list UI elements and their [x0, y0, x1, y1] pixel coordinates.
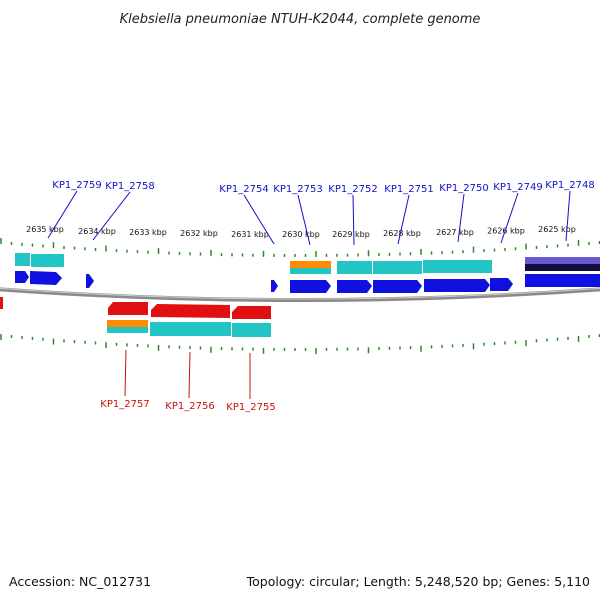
kbp-tick-label: 2630 kbp — [282, 230, 320, 239]
forward-strand-track — [15, 253, 600, 293]
kbp-tick-label: 2625 kbp — [538, 225, 576, 234]
cds-block[interactable] — [423, 260, 492, 273]
label-leader-line — [47, 190, 78, 239]
reverse-strand-track — [0, 297, 271, 337]
rna-block[interactable] — [107, 320, 148, 327]
gene-block-forward[interactable] — [525, 274, 600, 287]
cds-block[interactable] — [15, 253, 30, 266]
gene-label-kp1-2756[interactable]: KP1_2756 — [165, 401, 214, 412]
kbp-tick-label: 2633 kbp — [129, 228, 167, 237]
cds-block[interactable] — [290, 268, 331, 274]
label-leader-line — [124, 349, 127, 397]
gene-label-kp1-2752[interactable]: KP1_2752 — [328, 184, 377, 195]
gene-label-kp1-2754[interactable]: KP1_2754 — [219, 184, 268, 195]
gene-arrow-forward[interactable] — [271, 280, 278, 292]
inner-tick-track — [0, 334, 600, 354]
gene-arrow-forward[interactable] — [290, 280, 331, 293]
genome-backbone-highlight — [0, 287, 600, 300]
label-leader-line — [457, 193, 465, 243]
cds-block[interactable] — [107, 327, 148, 333]
label-leader-line — [352, 194, 355, 246]
genome-backbone — [0, 287, 600, 302]
gene-arrow-forward[interactable] — [86, 274, 94, 288]
kbp-tick-label: 2632 kbp — [180, 229, 218, 238]
gene-arrow-reverse[interactable] — [232, 306, 271, 319]
reverse-gene-labels: KP1_2757 KP1_2756 KP1_2755 — [100, 349, 276, 413]
forward-gene-labels: KP1_2759 KP1_2758 KP1_2754 KP1_2753 KP1_… — [47, 180, 595, 246]
gene-arrow-forward[interactable] — [373, 280, 422, 293]
kbp-tick-label: 2626 kbp — [487, 227, 525, 236]
dark-feature[interactable] — [525, 264, 600, 271]
gene-arrow-reverse[interactable] — [151, 304, 230, 318]
gene-label-kp1-2759[interactable]: KP1_2759 — [52, 180, 101, 191]
rna-block[interactable] — [290, 261, 331, 268]
label-leader-line — [565, 190, 571, 242]
gene-label-kp1-2751[interactable]: KP1_2751 — [384, 184, 433, 195]
kbp-tick-label: 2631 kbp — [231, 230, 269, 239]
outer-tick-track — [0, 238, 600, 257]
genome-summary-text: Topology: circular; Length: 5,248,520 bp… — [246, 574, 590, 589]
kbp-tick-label: 2629 kbp — [332, 230, 370, 239]
gene-arrow-forward[interactable] — [30, 271, 62, 285]
label-leader-line — [92, 191, 131, 241]
gene-label-kp1-2755[interactable]: KP1_2755 — [226, 402, 275, 413]
gene-arrow-forward[interactable] — [490, 278, 513, 291]
gene-arrow-forward[interactable] — [337, 280, 372, 293]
cds-block[interactable] — [31, 254, 64, 267]
label-leader-line — [243, 194, 275, 245]
kbp-tick-label: 2628 kbp — [383, 229, 421, 238]
kbp-tick-label: 2627 kbp — [436, 228, 474, 237]
label-leader-line — [397, 194, 410, 245]
kbp-tick-label: 2635 kbp — [26, 225, 64, 234]
label-leader-line — [297, 194, 311, 246]
cds-block[interactable] — [232, 323, 271, 337]
gene-label-kp1-2757[interactable]: KP1_2757 — [100, 399, 149, 410]
gene-arrow-reverse — [0, 297, 3, 309]
gene-arrow-forward[interactable] — [424, 279, 490, 292]
cds-block[interactable] — [337, 261, 372, 274]
gene-label-kp1-2749[interactable]: KP1_2749 — [493, 182, 542, 193]
gene-label-kp1-2748[interactable]: KP1_2748 — [545, 180, 594, 191]
kbp-ruler: 2635 kbp 2634 kbp 2633 kbp 2632 kbp 2631 kbp… — [26, 225, 576, 239]
cds-block[interactable] — [150, 322, 231, 336]
gene-label-kp1-2753[interactable]: KP1_2753 — [273, 184, 322, 195]
kbp-tick-label: 2634 kbp — [78, 227, 116, 236]
gene-arrow-forward[interactable] — [15, 271, 29, 283]
gene-label-kp1-2750[interactable]: KP1_2750 — [439, 183, 488, 194]
gene-arrow-reverse[interactable] — [108, 302, 148, 315]
genome-title: Klebsiella pneumoniae NTUH-K2044, comple… — [120, 12, 481, 27]
label-leader-line — [500, 192, 519, 244]
accession-text: Accession: NC_012731 — [9, 574, 151, 589]
cds-block[interactable] — [373, 261, 422, 274]
purple-feature[interactable] — [525, 257, 600, 264]
gene-label-kp1-2758[interactable]: KP1_2758 — [105, 181, 154, 192]
label-leader-line — [188, 351, 191, 399]
